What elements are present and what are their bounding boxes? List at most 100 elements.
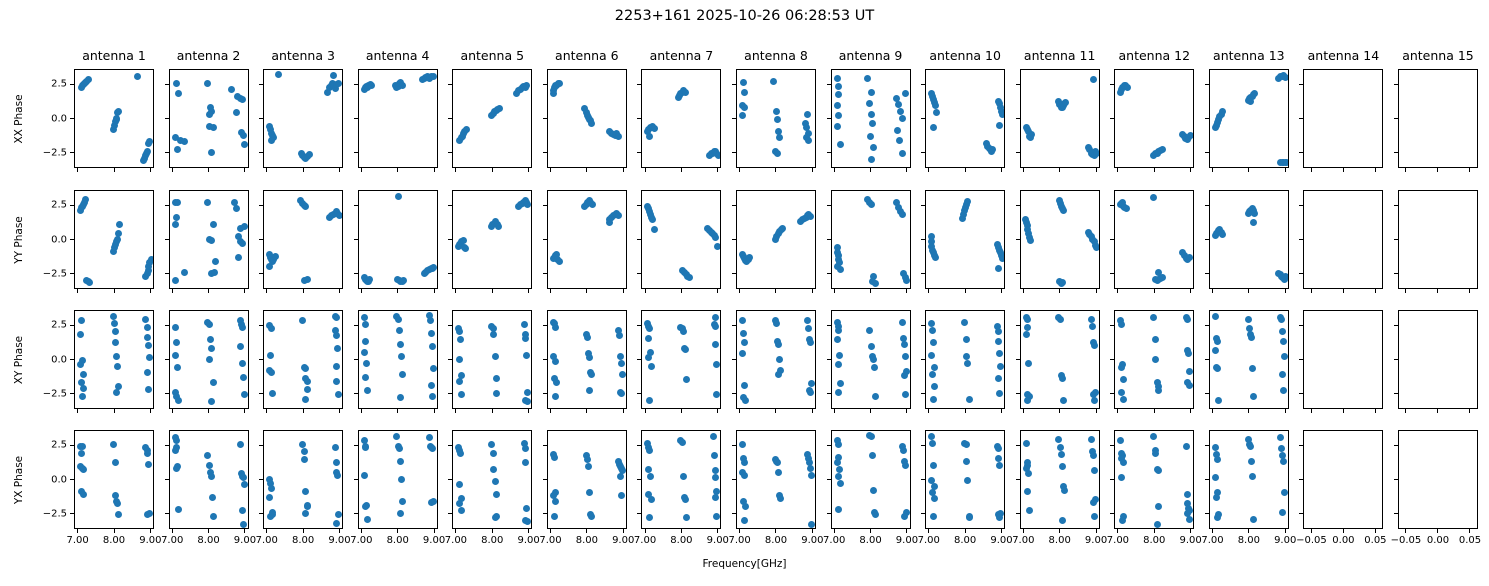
data-point (996, 121, 1004, 129)
data-point (995, 455, 1003, 462)
data-point (836, 259, 844, 266)
data-point (1059, 516, 1066, 524)
xtick-label-antenna-11-1: 8.00 (1048, 535, 1071, 546)
x-tick-mark (1059, 529, 1061, 533)
data-point (82, 195, 90, 203)
data-point (362, 337, 370, 345)
data-point (1280, 352, 1288, 360)
data-point (1119, 516, 1127, 524)
data-point (931, 383, 939, 391)
data-point (835, 83, 843, 90)
data-point (864, 74, 872, 82)
data-point (304, 385, 312, 393)
subplot-yy-phase-antenna-3 (263, 190, 344, 289)
data-point (172, 351, 180, 359)
data-point (644, 466, 652, 473)
data-point (235, 232, 243, 240)
subplot-yx-phase-antenna-13 (1208, 430, 1289, 529)
data-point (79, 466, 87, 473)
y-tick-mark (731, 152, 736, 154)
x-tick-mark (870, 289, 872, 293)
subplot-xy-phase-antenna-14 (1303, 310, 1384, 409)
data-point (892, 199, 900, 207)
x-tick-mark (1095, 289, 1097, 293)
x-tick-mark (1469, 409, 1471, 413)
data-point (206, 122, 214, 130)
data-point (301, 365, 309, 373)
xtick-label-antenna-6-1: 8.00 (575, 535, 598, 546)
data-point (644, 335, 652, 342)
y-tick-mark (637, 324, 642, 326)
x-tick-mark (586, 168, 588, 172)
data-point (174, 199, 182, 207)
y-tick-mark (542, 204, 547, 206)
data-point (1211, 312, 1219, 320)
data-point (85, 278, 93, 286)
data-point (835, 111, 843, 119)
data-point (1025, 230, 1033, 238)
data-point (332, 314, 340, 322)
subplot-yx-phase-antenna-4 (357, 430, 438, 529)
data-point (78, 379, 86, 386)
x-tick-mark (266, 289, 268, 293)
data-point (1025, 359, 1033, 367)
data-point (615, 326, 623, 334)
data-point (144, 267, 152, 275)
data-point (892, 95, 900, 103)
y-tick-mark (1204, 444, 1209, 446)
data-point (114, 500, 122, 508)
data-point (487, 441, 495, 449)
y-tick-mark (164, 324, 169, 326)
x-tick-mark (1248, 168, 1250, 172)
x-tick-mark (1022, 289, 1024, 293)
y-tick-mark (1110, 204, 1115, 206)
y-tick-mark (164, 393, 169, 395)
data-point (111, 328, 119, 336)
y-tick-mark (1110, 444, 1115, 446)
y-tick-mark (1393, 118, 1398, 119)
data-point (928, 477, 936, 484)
x-tick-mark (644, 168, 646, 172)
data-point (1213, 514, 1221, 522)
data-point (236, 317, 244, 325)
y-tick-mark (164, 239, 169, 240)
data-point (233, 109, 241, 117)
y-tick-mark (637, 204, 642, 206)
x-tick-mark (622, 409, 624, 413)
data-point (458, 391, 466, 399)
xtick-label-antenna-12-1: 8.00 (1143, 535, 1166, 546)
data-point (429, 365, 437, 373)
data-point (1279, 457, 1287, 465)
xtick-label-antenna-8-0: 7.00 (728, 535, 751, 546)
data-point (928, 351, 936, 359)
data-point (271, 252, 279, 260)
data-point (455, 481, 463, 489)
data-point (110, 121, 118, 129)
data-point (808, 521, 815, 528)
subplot-yx-phase-antenna-12 (1114, 430, 1195, 529)
y-tick-mark (542, 118, 547, 119)
data-point (897, 107, 905, 115)
data-point (207, 344, 215, 352)
data-point (550, 352, 558, 360)
data-point (1249, 365, 1257, 373)
data-point (779, 224, 787, 232)
data-point (550, 512, 558, 520)
data-point (267, 485, 275, 493)
data-point (900, 340, 908, 348)
data-point (495, 105, 503, 112)
data-point (1123, 84, 1131, 92)
data-point (1089, 76, 1097, 84)
data-point (805, 455, 813, 462)
data-point (115, 107, 123, 115)
y-tick-mark (1299, 324, 1304, 326)
subplot-title-antenna-6: antenna 6 (555, 48, 619, 63)
data-point (1060, 396, 1068, 404)
data-point (1155, 503, 1163, 511)
x-tick-mark (113, 409, 115, 413)
x-tick-mark (208, 168, 210, 172)
x-tick-mark (1153, 168, 1155, 172)
data-point (240, 391, 248, 399)
y-tick-mark (1204, 204, 1209, 206)
data-point (171, 446, 179, 454)
